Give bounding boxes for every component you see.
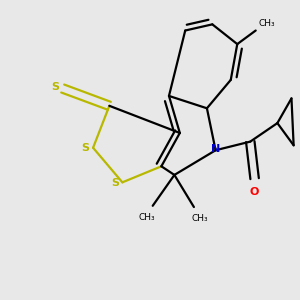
Text: N: N (211, 144, 220, 154)
Text: CH₃: CH₃ (259, 20, 275, 28)
Text: S: S (111, 178, 119, 188)
Text: O: O (250, 187, 259, 197)
Text: S: S (51, 82, 59, 92)
Text: CH₃: CH₃ (138, 213, 155, 222)
Text: S: S (82, 143, 90, 153)
Text: CH₃: CH₃ (192, 214, 208, 224)
